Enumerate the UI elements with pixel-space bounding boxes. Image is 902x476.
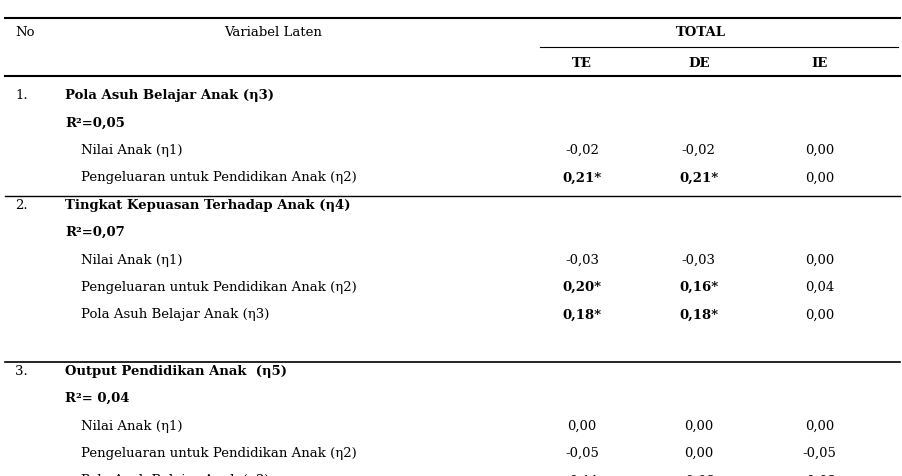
Text: Output Pendidikan Anak  (η5): Output Pendidikan Anak (η5) [66,365,288,378]
Text: -0,03: -0,03 [803,475,836,476]
Text: 0,00: 0,00 [805,420,834,433]
Text: R²=0,05: R²=0,05 [66,117,125,129]
Text: -0,11: -0,11 [566,475,599,476]
Text: Pengeluaran untuk Pendidikan Anak (η2): Pengeluaran untuk Pendidikan Anak (η2) [80,171,356,184]
Text: Nilai Anak (η1): Nilai Anak (η1) [80,144,182,157]
Text: 0,21*: 0,21* [679,171,718,184]
Text: DE: DE [688,57,709,69]
Text: TE: TE [572,57,593,69]
Text: Pola Asuh Belajar Anak (η3): Pola Asuh Belajar Anak (η3) [80,308,269,321]
Text: Pola Asuh Belajar Anak (η3): Pola Asuh Belajar Anak (η3) [66,89,274,102]
Text: 0,18*: 0,18* [679,308,718,321]
Text: 0,00: 0,00 [567,420,597,433]
Text: 3.: 3. [15,365,28,378]
Text: 0,16*: 0,16* [679,281,718,294]
Text: -0,03: -0,03 [682,254,715,267]
Text: R²=0,07: R²=0,07 [66,226,125,239]
Text: Pengeluaran untuk Pendidikan Anak (η2): Pengeluaran untuk Pendidikan Anak (η2) [80,447,356,460]
Text: No: No [15,26,35,39]
Text: Tingkat Kepuasan Terhadap Anak (η4): Tingkat Kepuasan Terhadap Anak (η4) [66,199,351,212]
Text: -0,03: -0,03 [566,254,599,267]
Text: -0,08: -0,08 [682,475,715,476]
Text: 0,00: 0,00 [684,447,713,460]
Text: -0,02: -0,02 [566,144,599,157]
Text: Pengeluaran untuk Pendidikan Anak (η2): Pengeluaran untuk Pendidikan Anak (η2) [80,281,356,294]
Text: 0,18*: 0,18* [563,308,602,321]
Text: 0,04: 0,04 [805,281,834,294]
Text: TOTAL: TOTAL [676,26,726,39]
Text: 0,00: 0,00 [805,144,834,157]
Text: Nilai Anak (η1): Nilai Anak (η1) [80,254,182,267]
Text: 0,00: 0,00 [805,308,834,321]
Text: -0,02: -0,02 [682,144,715,157]
Text: 0,00: 0,00 [805,254,834,267]
Text: 0,00: 0,00 [805,171,834,184]
Text: 0,21*: 0,21* [563,171,602,184]
Text: R²= 0,04: R²= 0,04 [66,392,130,405]
Text: IE: IE [812,57,828,69]
Text: 0,20*: 0,20* [563,281,602,294]
Text: 1.: 1. [15,89,28,102]
Text: -0,05: -0,05 [803,447,836,460]
Text: -0,05: -0,05 [566,447,599,460]
Text: 2.: 2. [15,199,28,212]
Text: Variabel Laten: Variabel Laten [225,26,322,39]
Text: Pola Asuh Belajar Anak (η3): Pola Asuh Belajar Anak (η3) [80,475,269,476]
Text: 0,00: 0,00 [684,420,713,433]
Text: Nilai Anak (η1): Nilai Anak (η1) [80,420,182,433]
